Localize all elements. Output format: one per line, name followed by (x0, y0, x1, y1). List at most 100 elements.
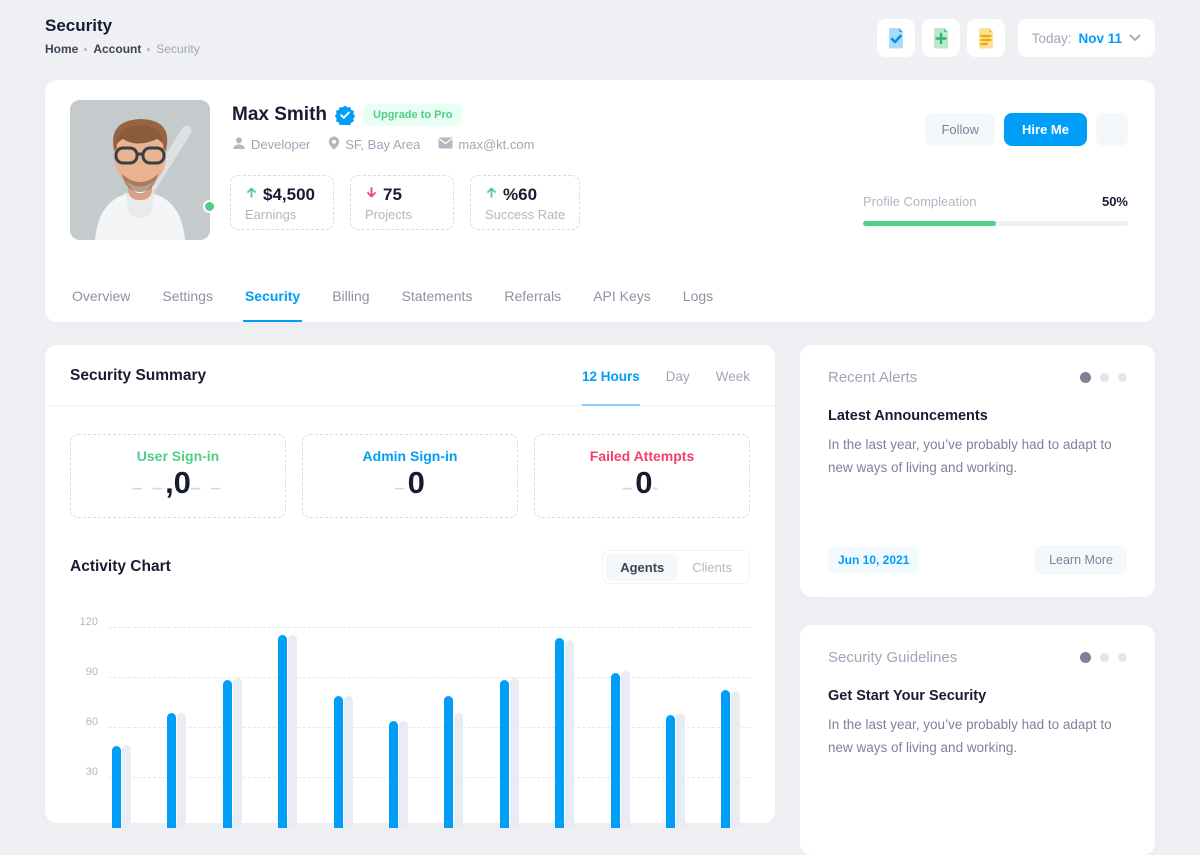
breadcrumb-item-account[interactable]: Account (93, 42, 142, 56)
date-picker[interactable]: Today: Nov 11 (1017, 19, 1155, 57)
range-tab-day[interactable]: Day (665, 369, 690, 384)
counter-filler-left: ‒ (395, 478, 408, 497)
stat-value-row: %60 (485, 185, 565, 205)
chart-bar-shadow (399, 721, 408, 828)
tab-overview[interactable]: Overview (72, 288, 131, 304)
counter-failed-attempts: Failed Attempts ‒0‐ (534, 434, 750, 518)
counter-number: 0 (407, 465, 425, 500)
counter-label: Admin Sign-in (362, 448, 458, 464)
chart-gridline (108, 627, 750, 628)
profile-name-row: Max Smith Upgrade to Pro (232, 104, 463, 126)
profile-actions: Follow Hire Me (925, 113, 1128, 146)
stat-label: Earnings (245, 207, 297, 222)
follow-button[interactable]: Follow (925, 113, 996, 146)
carousel-dot[interactable] (1118, 373, 1127, 382)
counter-value: ‒0 (303, 465, 517, 500)
hire-me-button[interactable]: Hire Me (1004, 113, 1087, 146)
counter-filler-left: ‒ (622, 478, 636, 497)
guidelines-heading: Get Start Your Security (828, 688, 987, 704)
tab-api-keys[interactable]: API Keys (593, 288, 651, 304)
breadcrumb-item-security: Security (156, 42, 200, 56)
carousel-dot[interactable] (1100, 373, 1109, 382)
tab-security[interactable]: Security (242, 276, 303, 322)
learn-more-button[interactable]: Learn More (1035, 545, 1127, 575)
file-lines-button[interactable] (966, 19, 1005, 57)
toggle-agents[interactable]: Agents (606, 553, 679, 581)
security-guidelines-card: Security Guidelines Get Start Your Secur… (800, 625, 1155, 855)
upgrade-pro-badge[interactable]: Upgrade to Pro (363, 104, 463, 126)
chart-bar-shadow (454, 713, 464, 828)
profile-meta-row: Developer SF, Bay Area max@kt.com (232, 136, 534, 153)
breadcrumb-separator (84, 47, 88, 51)
counter-number: ,0 (165, 465, 191, 500)
activity-title: Activity Chart (70, 558, 171, 575)
stat-value: 75 (383, 185, 402, 204)
more-options-button[interactable] (1096, 113, 1128, 146)
trend-up-icon (245, 186, 258, 204)
range-tab-12-hours[interactable]: 12 Hours (581, 345, 640, 406)
breadcrumb-item-home[interactable]: Home (45, 42, 79, 56)
chart-ytick: 120 (79, 616, 98, 628)
file-plus-icon (933, 28, 948, 49)
guidelines-carousel-dots[interactable] (1080, 652, 1127, 663)
tab-logs[interactable]: Logs (682, 288, 714, 304)
counter-number: 0 (635, 465, 653, 500)
chart-gridline (108, 777, 750, 778)
chart-bar-agents (555, 638, 565, 828)
alerts-body: In the last year, you’ve probably had to… (828, 437, 1112, 475)
file-plus-button[interactable] (921, 19, 960, 57)
counter-user-sign-in: User Sign-in ‒ ‒,0‒ ‒ (70, 434, 286, 518)
topbar-actions: Today: Nov 11 (876, 19, 1155, 57)
completion-progress-fill (863, 221, 996, 226)
tab-statements[interactable]: Statements (401, 288, 473, 304)
completion-label: Profile Compleation (863, 194, 977, 209)
chart-bar-shadow (288, 634, 298, 828)
activity-bar-chart: 30 60 90 120 (70, 612, 750, 828)
stat-box-success-rate: %60 Success Rate (470, 175, 581, 230)
profile-card: Max Smith Upgrade to Pro Developer SF, Ba… (45, 80, 1155, 322)
profile-meta-user: Developer (232, 136, 310, 153)
stat-label: Success Rate (485, 207, 566, 222)
file-check-button[interactable] (876, 19, 915, 57)
file-lines-icon (978, 28, 993, 49)
counter-value: ‒0‐ (535, 465, 749, 500)
summary-counters: User Sign-in ‒ ‒,0‒ ‒ Admin Sign-in ‒0 Faile… (70, 434, 750, 518)
chart-bar-agents (389, 721, 398, 828)
tab-billing[interactable]: Billing (332, 288, 370, 304)
profile-meta-pin: SF, Bay Area (328, 136, 420, 153)
recent-alerts-card: Recent Alerts Latest Announcements In th… (800, 345, 1155, 597)
chart-bar-agents (278, 634, 288, 828)
range-tabs: 12 Hours Day Week (581, 345, 750, 406)
alerts-title: Recent Alerts (828, 369, 918, 386)
chart-bar-shadow (731, 691, 741, 828)
chart-bar-shadow (232, 678, 242, 828)
carousel-dot[interactable] (1080, 652, 1091, 663)
carousel-dot[interactable] (1100, 653, 1109, 662)
meta-label: max@kt.com (458, 137, 535, 152)
date-value: Nov 11 (1078, 30, 1122, 46)
date-label: Today: (1031, 30, 1072, 46)
alerts-carousel-dots[interactable] (1080, 372, 1127, 383)
range-tab-week[interactable]: Week (715, 369, 750, 384)
tab-settings[interactable]: Settings (162, 288, 213, 304)
counter-label: User Sign-in (136, 448, 220, 464)
trend-up-icon (485, 186, 498, 204)
agents-clients-toggle: Agents Clients (602, 550, 750, 584)
counter-filler-left: ‒ ‒ (132, 478, 166, 497)
counter-label: Failed Attempts (589, 448, 695, 464)
mail-icon (438, 137, 453, 152)
alerts-heading: Latest Announcements (828, 408, 988, 424)
carousel-dot[interactable] (1118, 653, 1127, 662)
summary-header: Security Summary 12 Hours Day Week (45, 345, 775, 406)
verified-badge-icon (335, 105, 356, 125)
chart-bar-agents (721, 689, 731, 828)
breadcrumb: Home Account Security (45, 42, 200, 56)
chart-bar-agents (666, 714, 675, 828)
carousel-dot[interactable] (1080, 372, 1091, 383)
chart-bar-shadow (122, 744, 131, 828)
counter-filler-right: ‐ (652, 478, 662, 497)
profile-name: Max Smith (232, 104, 328, 125)
tab-referrals[interactable]: Referrals (504, 288, 562, 304)
stat-label: Projects (365, 207, 412, 222)
toggle-clients[interactable]: Clients (692, 559, 732, 575)
